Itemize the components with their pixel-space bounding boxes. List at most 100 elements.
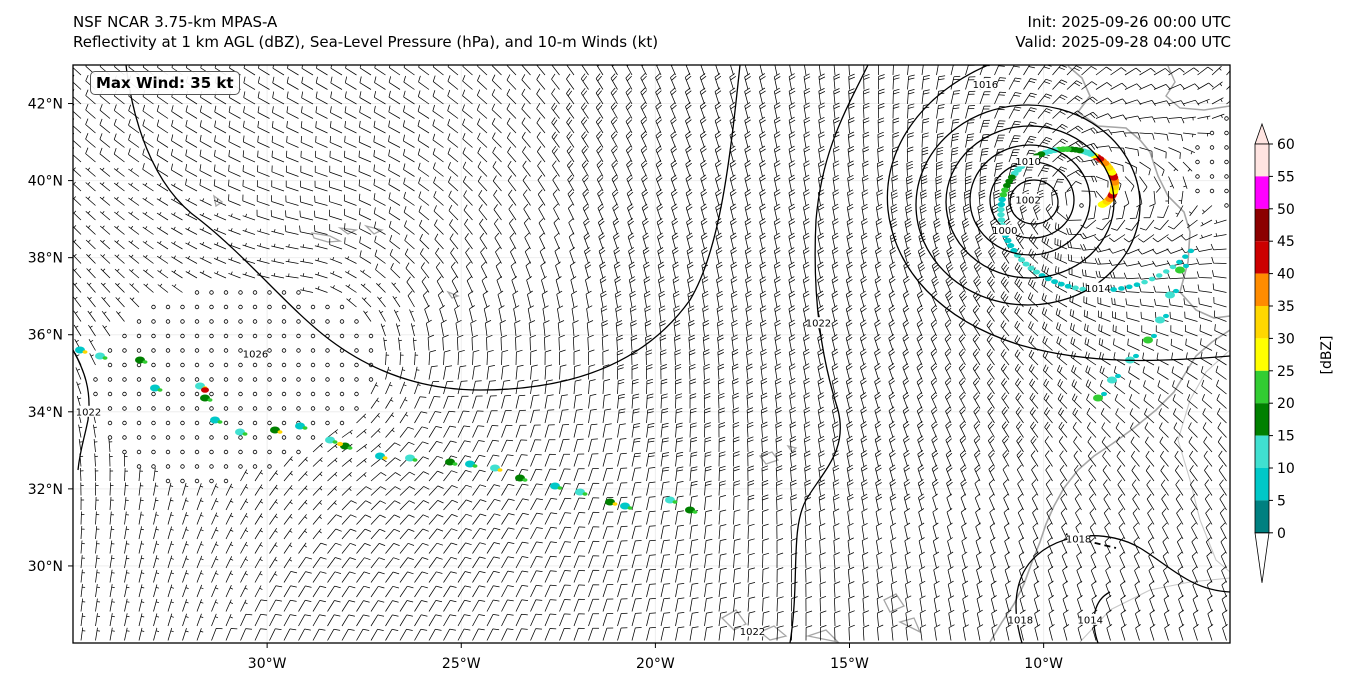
colorbar-tick-label: 40 [1277, 267, 1295, 283]
wind-barb [171, 212, 183, 221]
wind-barb [1081, 175, 1098, 183]
wind-barb [447, 118, 459, 134]
wind-barb [346, 298, 357, 308]
wind-barb [298, 499, 308, 511]
wind-barb [1126, 325, 1140, 337]
reflectivity-cell [1163, 269, 1170, 274]
wind-barb [1088, 479, 1097, 496]
wind-barb [1075, 508, 1082, 525]
wind-barb [875, 508, 882, 525]
wind-barb [986, 320, 995, 337]
wind-barb [524, 247, 531, 264]
wind-barb [729, 203, 737, 221]
wind-barb [462, 161, 473, 177]
wind-barb [1070, 336, 1082, 351]
wind-barb [831, 261, 839, 279]
wind-barb [1157, 205, 1169, 218]
wind-barb [775, 407, 782, 424]
wind-barb [73, 296, 82, 308]
wind-barb [744, 87, 751, 105]
convective-band-cell [95, 352, 105, 360]
wind-barb [573, 613, 585, 627]
wind-barb [817, 261, 824, 279]
wind-barb [831, 276, 839, 293]
wind-barb [990, 595, 997, 612]
wind-barb [1191, 522, 1198, 540]
colorbar-segment [1255, 403, 1269, 436]
wind-barb [573, 379, 582, 395]
wind-barb [1148, 580, 1155, 598]
wind-barb [818, 131, 825, 148]
wind-barb [944, 392, 952, 409]
wind-barb [407, 290, 415, 308]
wind-barb [450, 247, 459, 264]
wind-barb [1110, 130, 1127, 138]
wind-barb [242, 228, 256, 235]
wind-barb [1073, 464, 1082, 482]
wind-barb [573, 438, 584, 453]
calm-marker [368, 333, 374, 339]
wind-barb [515, 556, 529, 569]
wind-barb [572, 320, 579, 337]
wind-barb [85, 210, 96, 221]
wind-barb [539, 232, 546, 250]
calm-marker [281, 391, 287, 397]
wind-barb [670, 145, 678, 163]
wind-barb [559, 628, 571, 641]
wind-barb [950, 161, 958, 177]
wind-barb [670, 189, 678, 206]
calm-marker [223, 464, 229, 469]
convective-band-cell [270, 426, 280, 434]
wind-barb [803, 203, 810, 221]
wind-barb [626, 189, 634, 206]
convective-band-cell [550, 482, 560, 490]
wind-barb [760, 407, 768, 424]
wind-barb [776, 610, 784, 627]
wind-barb [95, 540, 100, 554]
wind-barb [932, 493, 938, 511]
wind-barb [615, 305, 622, 322]
wind-barb [327, 528, 342, 540]
calm-marker [122, 333, 127, 339]
wind-barb [508, 189, 517, 206]
wind-barb [947, 537, 953, 554]
wind-barb [932, 247, 940, 264]
wind-barb [544, 349, 552, 366]
wind-barb [403, 206, 415, 221]
wind-barb [640, 145, 648, 163]
wind-barb [1005, 595, 1012, 612]
wind-barb [774, 276, 781, 293]
wind-barb [789, 450, 797, 467]
wind-barb [1015, 421, 1024, 438]
wind-barb [833, 117, 840, 134]
wind-barb [1136, 190, 1143, 208]
wind-barb [300, 150, 314, 163]
convective-band-cell [150, 384, 160, 392]
wind-barb [522, 189, 531, 206]
wind-barb [891, 624, 898, 641]
wind-barb [670, 102, 677, 119]
wind-barb [1188, 205, 1198, 217]
wind-barb [443, 514, 458, 525]
wind-barb [1008, 135, 1021, 148]
wind-barb [744, 160, 752, 177]
wind-barb [833, 581, 841, 598]
wind-barb [315, 106, 328, 119]
wind-barb [704, 451, 712, 467]
wind-barb [492, 132, 502, 148]
calm-marker [223, 435, 229, 440]
wind-barb [414, 426, 429, 438]
lat-tick-label: 32°N [28, 482, 63, 498]
wind-barb [418, 65, 430, 76]
wind-barb [833, 523, 840, 540]
wind-barb [269, 628, 282, 641]
wind-barb [492, 161, 502, 177]
wind-barb [1074, 479, 1082, 496]
wind-barb [641, 189, 649, 206]
wind-barb [196, 541, 204, 554]
wind-barb [776, 523, 783, 540]
wind-barb [918, 537, 925, 554]
wind-barb [156, 240, 169, 250]
wind-barb [1164, 624, 1170, 641]
wind-barb [1174, 465, 1184, 482]
